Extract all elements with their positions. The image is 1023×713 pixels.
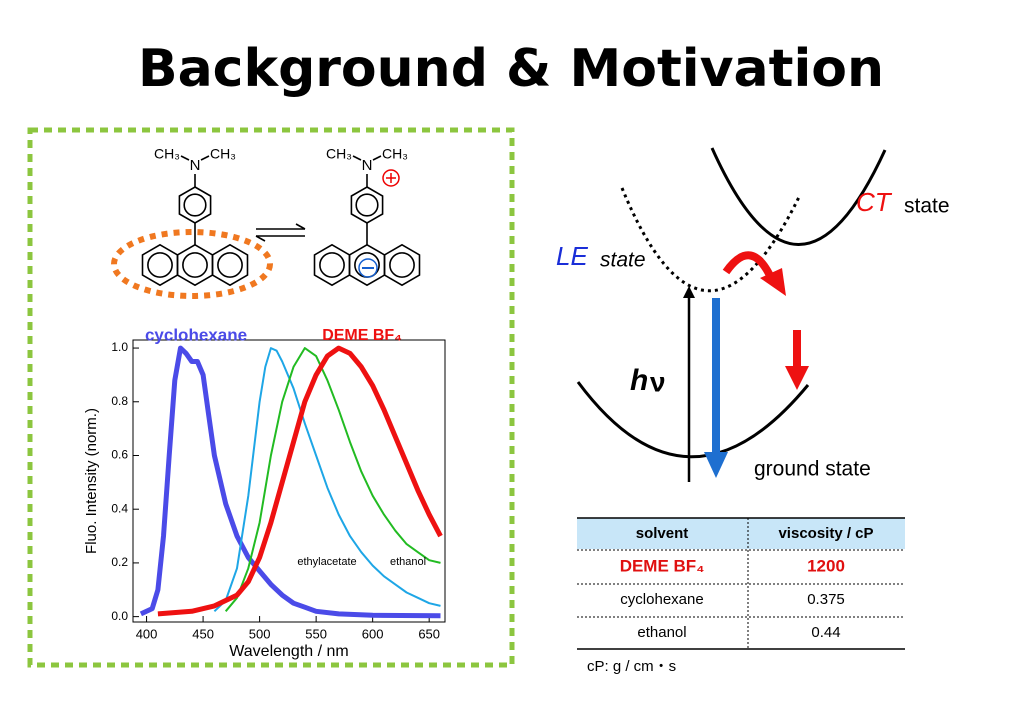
series-label: cyclohexane [145, 325, 247, 344]
ring-inner [217, 252, 243, 278]
series-label: ethanol [390, 556, 426, 568]
y-tick-label: 0.2 [111, 555, 128, 569]
bond [352, 155, 362, 161]
arrow-head [683, 286, 695, 298]
ring-inner [319, 252, 345, 278]
table-cell: cyclohexane [620, 591, 703, 608]
x-tick-label: 500 [249, 626, 271, 641]
arrow-head [785, 366, 809, 390]
plus-charge [382, 169, 400, 187]
x-tick-label: 400 [136, 626, 158, 641]
bond [180, 155, 190, 161]
viscosity-table: solvent viscosity / cP DEME BF₄ 1200 cyclohe… [577, 517, 905, 650]
table-cell: 0.44 [811, 624, 840, 641]
arrow-head [760, 268, 786, 296]
table-cell: 0.375 [807, 591, 845, 608]
spectrum-chart: 0.0 0.2 0.4 0.6 0.8 1.0 400 450 500 550 600 650 Wave… [83, 325, 446, 660]
table-cell: 1200 [807, 556, 845, 575]
ct-label: CT [856, 187, 893, 217]
highlight [111, 229, 273, 299]
y-axis-label: Fluo. Intensity (norm.) [83, 408, 100, 554]
ring-inner [389, 252, 415, 278]
y-tick-label: 1.0 [111, 340, 128, 354]
table-cell: ethanol [637, 624, 686, 641]
h-label: h [630, 364, 648, 397]
y-tick-label: 0.8 [111, 394, 128, 408]
table-header: viscosity / cP [778, 525, 873, 542]
bond [200, 155, 210, 161]
series-label: ethylacetate [297, 556, 356, 568]
le-label: LE [556, 241, 588, 271]
ring-inner [355, 193, 379, 217]
transfer-arrow [722, 251, 776, 282]
spectrum-line [213, 347, 441, 613]
table-note: cP: g / cm・s [587, 658, 676, 675]
title: Background & Motivation [138, 39, 884, 99]
table-cell: DEME BF₄ [620, 556, 705, 575]
x-tick-label: 450 [192, 626, 214, 641]
methyl: CH₃ [326, 146, 352, 162]
spectrum-line [157, 345, 443, 617]
x-tick-label: 650 [418, 626, 440, 641]
ring-inner [183, 193, 207, 217]
bond [372, 155, 382, 161]
nitrogen: N [190, 157, 201, 174]
ring [383, 243, 421, 287]
spectrum-line [224, 347, 441, 612]
ring-inner [147, 252, 173, 278]
state-label: state [904, 195, 950, 218]
methyl: CH₃ [210, 146, 236, 162]
methyl: CH₃ [154, 146, 180, 162]
equilibrium-arrows [255, 223, 306, 242]
y-tick-label: 0.4 [111, 501, 128, 515]
ring-inner [182, 252, 208, 278]
spectrum-line [139, 345, 441, 619]
arrow-head [704, 452, 728, 478]
nitrogen: N [362, 157, 373, 174]
molecules: N CH₃ CH₃ N CH₃ CH₃ [141, 146, 421, 287]
x-tick-label: 600 [362, 626, 384, 641]
frame [27, 127, 515, 668]
y-tick-label: 0.6 [111, 448, 128, 462]
table-header-bg [577, 518, 905, 549]
x-axis-label: Wavelength / nm [229, 643, 348, 660]
series-label: DEME BF₄ [322, 327, 402, 344]
le-curve [620, 187, 802, 293]
ground-curve [576, 381, 810, 459]
ring [211, 243, 249, 287]
ct-curve [710, 147, 887, 246]
ground-label: ground state [754, 458, 871, 481]
nu-label: ν [650, 366, 666, 397]
minus-charge [358, 258, 378, 278]
plot-frame [132, 339, 446, 623]
plus-sign [386, 173, 396, 183]
x-tick-label: 550 [305, 626, 327, 641]
table-header: solvent [636, 525, 689, 542]
methyl: CH₃ [382, 146, 408, 162]
y-tick-label: 0.0 [111, 609, 128, 623]
state-label: state [600, 249, 646, 272]
